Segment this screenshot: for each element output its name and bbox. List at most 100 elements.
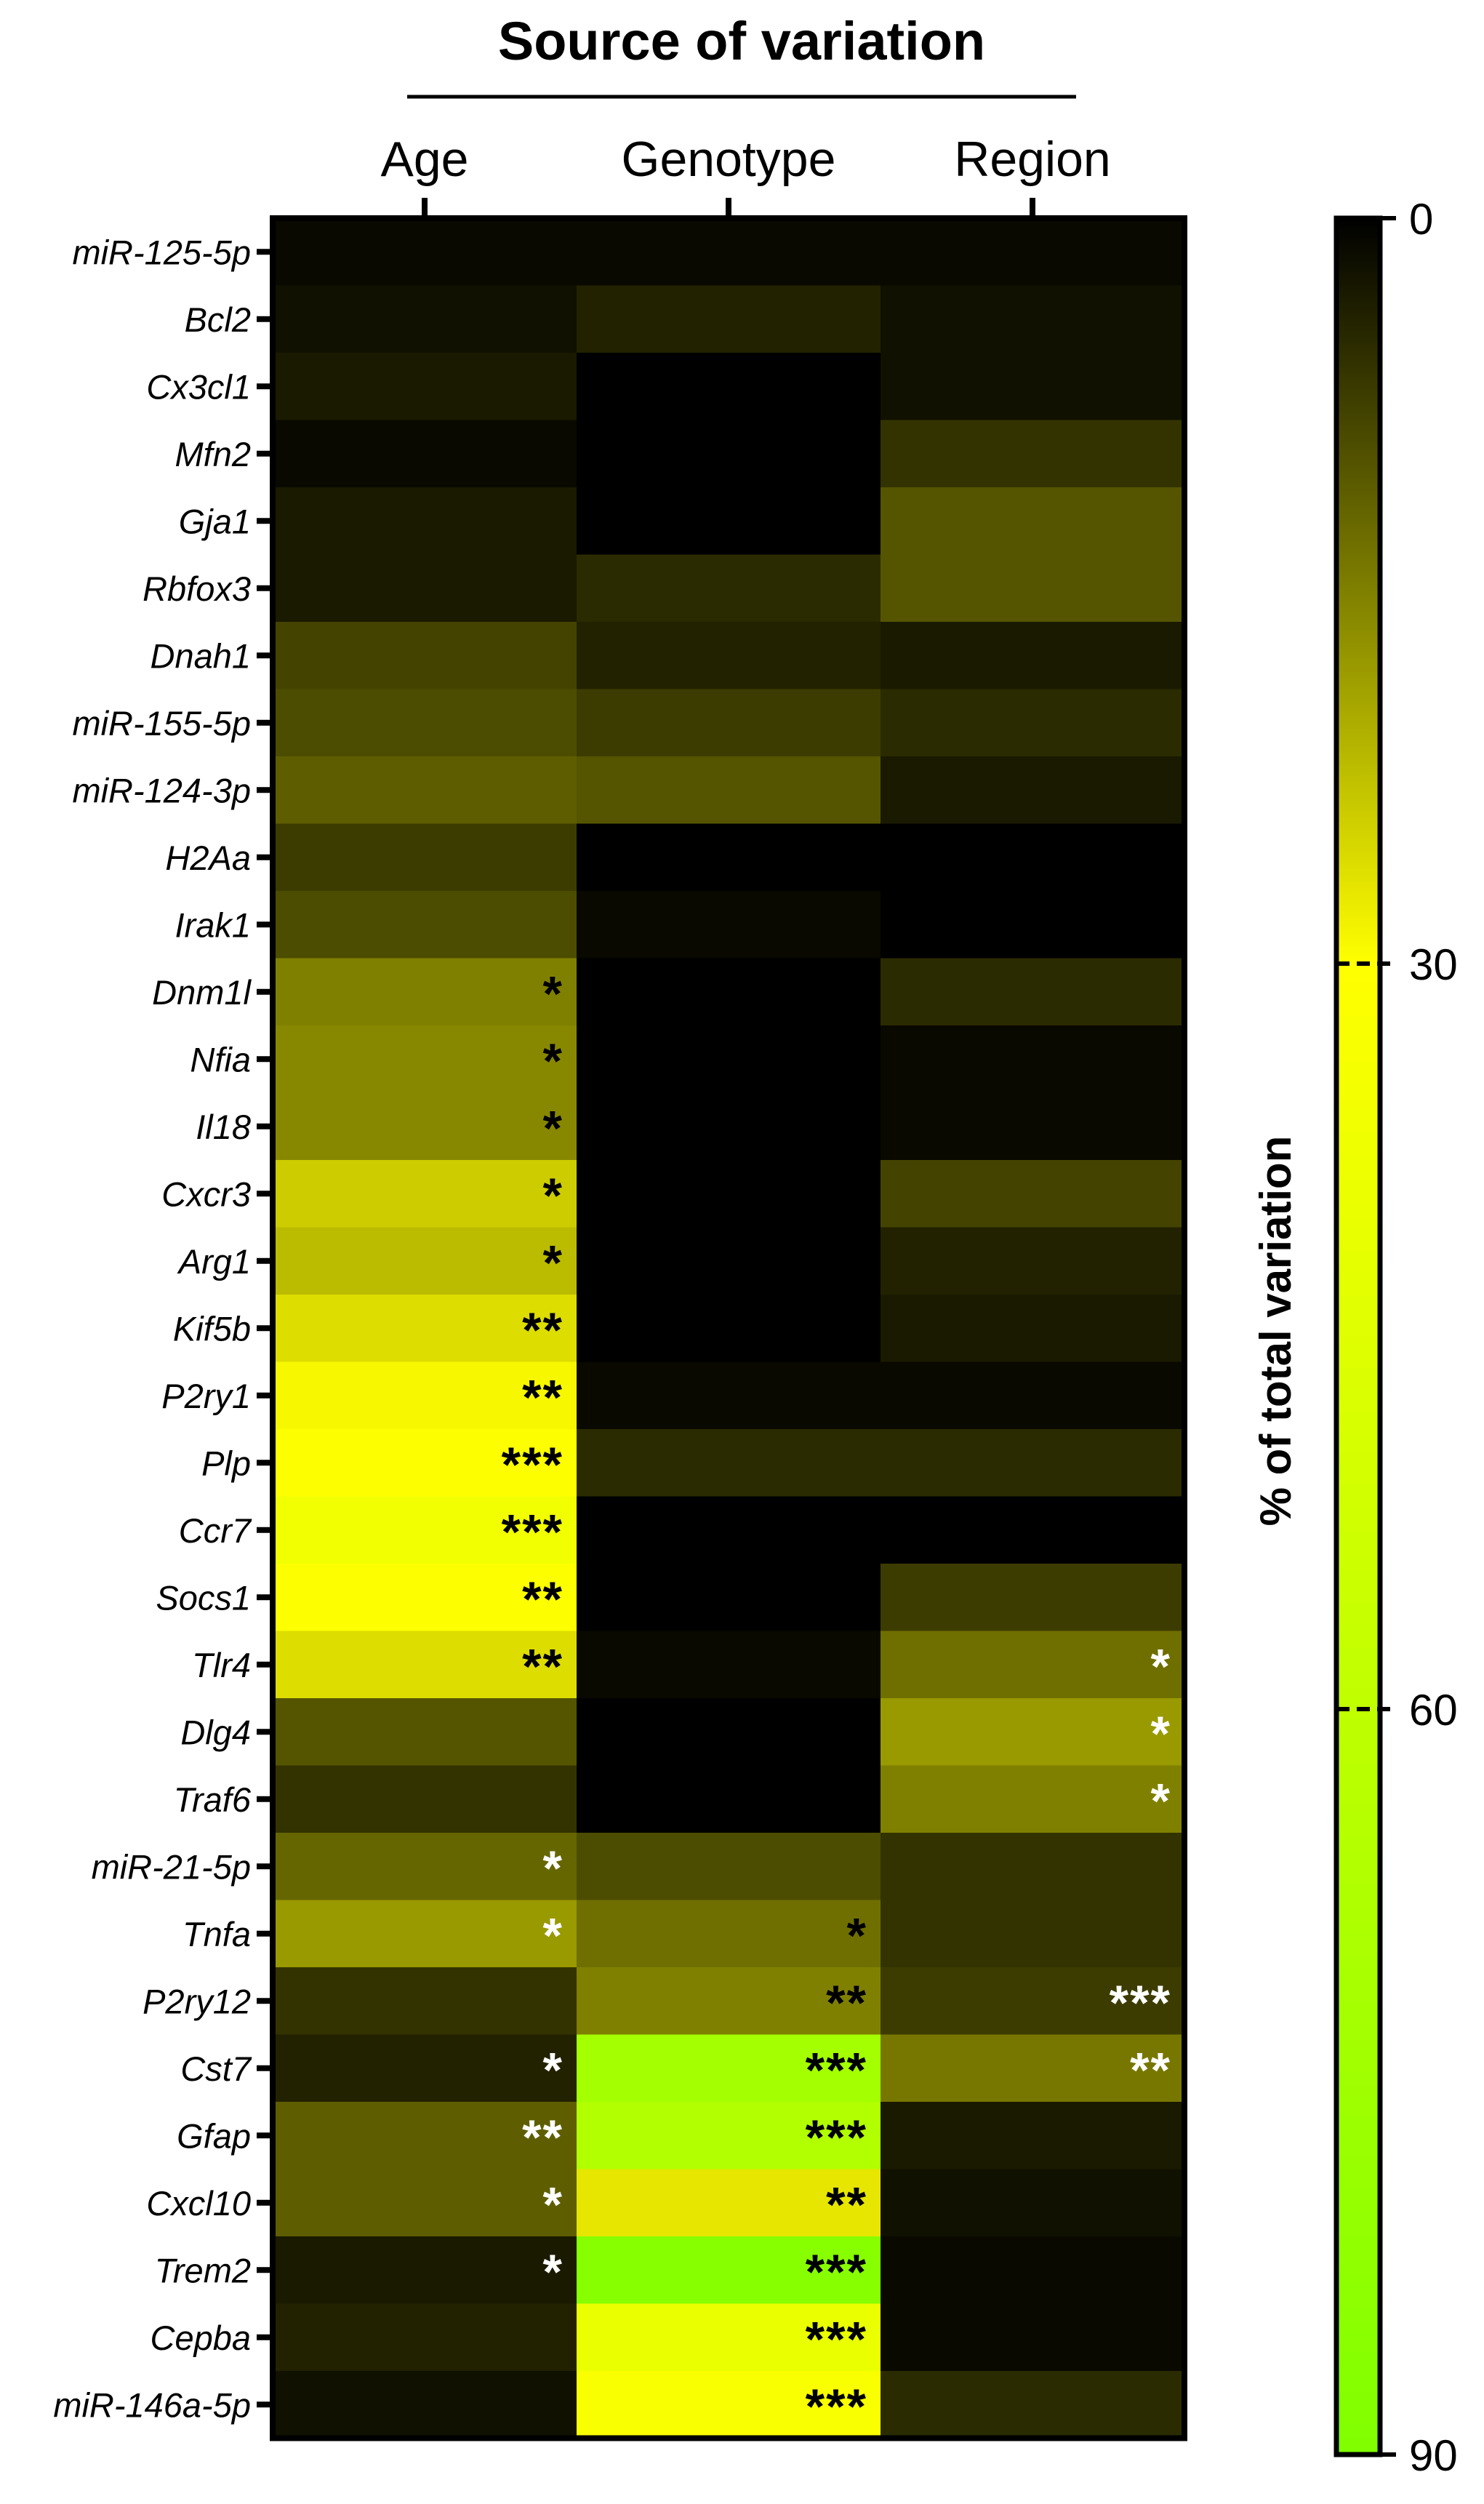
heatmap-cell: [577, 823, 881, 892]
significance-marker: *: [847, 1908, 867, 1964]
row-label: Rbfox3: [143, 569, 251, 608]
significance-marker: *: [543, 1908, 563, 1964]
heatmap-cell: [881, 2034, 1185, 2103]
significance-marker: ***: [502, 1437, 563, 1492]
heatmap-cell: [577, 2169, 881, 2237]
row-label: Il18: [196, 1108, 251, 1146]
row-label: Traf6: [174, 1780, 252, 1819]
heatmap-cell: [881, 756, 1185, 825]
heatmap-cell: [881, 891, 1185, 959]
significance-marker: *: [543, 1033, 563, 1089]
heatmap-cell: [881, 1631, 1185, 1699]
heatmap-cell: [577, 1833, 881, 1901]
heatmap-cell: [881, 1564, 1185, 1632]
heatmap-cell: [577, 2236, 881, 2305]
row-label: Arg1: [177, 1242, 251, 1281]
heatmap-cell: [881, 2102, 1185, 2170]
heatmap-cell: [881, 2303, 1185, 2372]
row-label: Bcl2: [185, 300, 251, 339]
heatmap-cell: [273, 1967, 577, 2036]
heatmap-cell: [577, 1496, 881, 1564]
row-label: Irak1: [175, 905, 252, 944]
significance-marker: *: [543, 2244, 563, 2300]
heatmap-cell: [881, 1833, 1185, 1901]
heatmap-cell: [881, 1967, 1185, 2036]
row-label: Cxcl10: [146, 2184, 251, 2223]
significance-marker: **: [522, 1639, 563, 1695]
heatmap-cell: [273, 756, 577, 825]
significance-marker: **: [522, 1572, 563, 1627]
significance-marker: *: [1151, 1639, 1171, 1695]
colorbar-label: % of total variation: [1251, 1136, 1300, 1527]
heatmap-cell: [881, 2371, 1185, 2439]
row-label: Nfia: [190, 1040, 251, 1079]
significance-marker: *: [543, 1168, 563, 1223]
chart-title: Source of variation: [498, 11, 985, 71]
heatmap-cell: [881, 487, 1185, 556]
heatmap-cell: [881, 1025, 1185, 1094]
heatmap-cell: [273, 1631, 577, 1699]
row-label: P2ry1: [161, 1377, 251, 1415]
heatmap-cell: [577, 2102, 881, 2170]
heatmap-cell: [577, 756, 881, 825]
heatmap-cell: [273, 2034, 577, 2103]
column-label-age: Age: [381, 132, 469, 187]
heatmap-cell: [881, 1900, 1185, 1968]
heatmap-cell: [577, 1900, 881, 1968]
heatmap-cell: [881, 353, 1185, 421]
heatmap-cell: [881, 218, 1185, 287]
heatmap-cell: [881, 1092, 1185, 1161]
significance-marker: **: [826, 2177, 867, 2233]
heatmap-cell: [273, 689, 577, 757]
heatmap-cell: [273, 1227, 577, 1295]
row-label: Gja1: [179, 502, 251, 540]
significance-marker: *: [543, 1236, 563, 1291]
significance-marker: *: [1151, 1774, 1171, 1829]
heatmap-cell: [577, 285, 881, 353]
heatmap-cell: [577, 2371, 881, 2439]
heatmap-cell: [577, 420, 881, 488]
row-label: miR-21-5p: [92, 1847, 251, 1886]
row-label: Mfn2: [175, 435, 252, 473]
row-label: miR-155-5p: [72, 704, 251, 743]
heatmap-cell: [273, 1496, 577, 1564]
heatmap-cell: [881, 622, 1185, 690]
heatmap-cell: [273, 285, 577, 353]
heatmap-cell: [273, 420, 577, 488]
heatmap-cell: [881, 1295, 1185, 1363]
significance-marker: *: [1151, 1706, 1171, 1761]
row-label: Ccr7: [179, 1511, 252, 1550]
heatmap-cell: [577, 1631, 881, 1699]
significance-marker: **: [522, 1370, 563, 1425]
heatmap-cell: [881, 689, 1185, 757]
row-label: Gfap: [177, 2116, 251, 2155]
heatmap-cell: [577, 1361, 881, 1430]
heatmap-cell: [881, 1496, 1185, 1564]
heatmap-cell: [577, 2034, 881, 2103]
heatmap-cell: [273, 1564, 577, 1632]
significance-marker: *: [543, 2043, 563, 2098]
significance-marker: **: [522, 2110, 563, 2165]
row-label: Socs1: [156, 1578, 251, 1617]
significance-marker: **: [522, 1303, 563, 1358]
colorbar-tick-label: 0: [1409, 195, 1433, 244]
heatmap-cell: [577, 218, 881, 287]
row-label: H2Aa: [165, 839, 251, 877]
significance-marker: ***: [806, 2244, 867, 2300]
heatmap-cell: [273, 2102, 577, 2170]
heatmap-cell: [577, 2303, 881, 2372]
row-label: Tnfa: [183, 1915, 251, 1953]
colorbar-tick-label: 30: [1409, 940, 1458, 989]
heatmap-cell: [273, 353, 577, 421]
heatmap-cell: [577, 1025, 881, 1094]
heatmap-cell: [273, 1900, 577, 1968]
heatmap-cell: [273, 1698, 577, 1767]
heatmap-cell: [273, 1025, 577, 1094]
column-label-genotype: Genotype: [622, 132, 836, 187]
heatmap-cell: [577, 1967, 881, 2036]
heatmap-cell: [273, 622, 577, 690]
colorbar: 0 30 60 90: [1333, 195, 1458, 2480]
heatmap-cell: [273, 2303, 577, 2372]
heatmap-cell: [273, 823, 577, 892]
row-label: Dlg4: [180, 1713, 251, 1751]
